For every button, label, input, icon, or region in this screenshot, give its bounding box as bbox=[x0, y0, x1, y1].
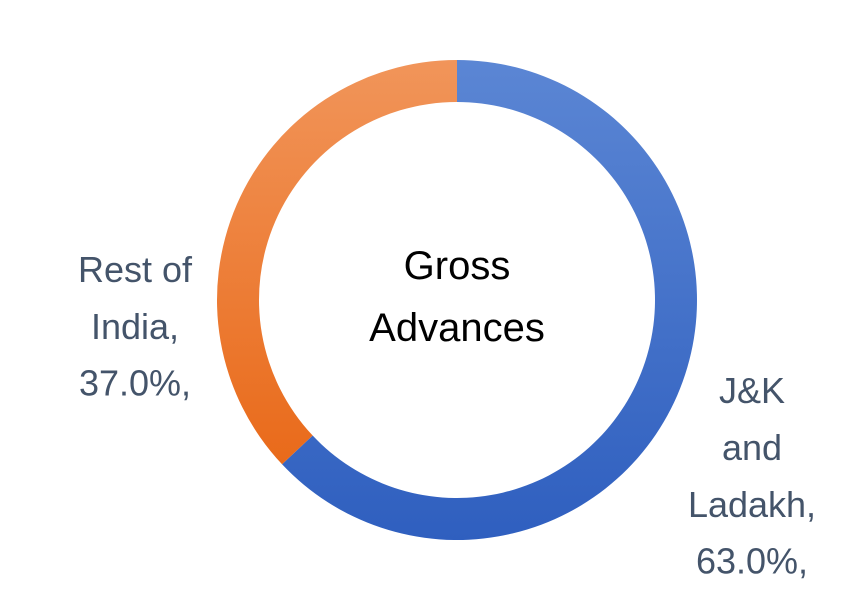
slice bbox=[216, 60, 457, 465]
data-label-value: 63.0%, bbox=[696, 541, 808, 582]
data-label-category-line: and bbox=[722, 427, 782, 468]
chart-title: Gross Advances bbox=[369, 244, 545, 350]
slice bbox=[282, 60, 697, 540]
data-label-value: 37.0%, bbox=[79, 363, 191, 404]
data-label-category-line: Ladakh, bbox=[688, 484, 816, 525]
data-label-category-line: Rest of bbox=[78, 249, 193, 290]
data-label-category-line: J&K bbox=[719, 370, 785, 411]
data-label-category: Rest of India, bbox=[78, 249, 193, 347]
chart-title-line: Gross bbox=[404, 244, 511, 288]
data-label-category: J&K and Ladakh, bbox=[688, 370, 816, 525]
chart-title-line: Advances bbox=[369, 306, 545, 350]
data-label-category-line: India, bbox=[91, 306, 179, 347]
